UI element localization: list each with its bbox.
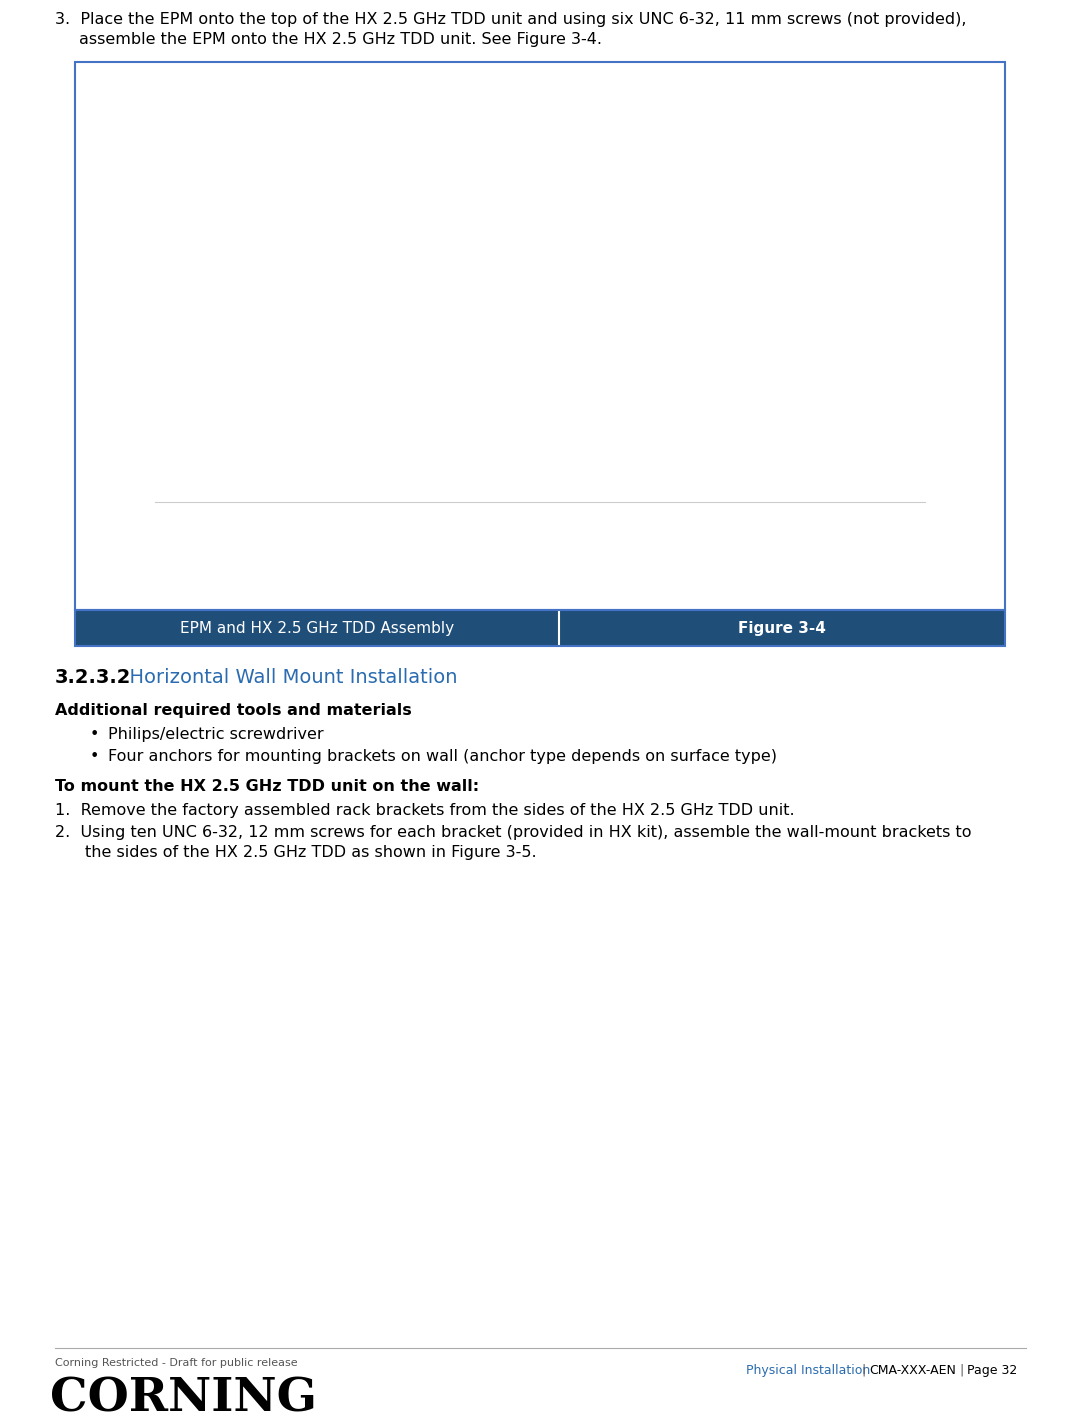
Text: |: | (860, 1365, 865, 1377)
Text: the sides of the HX 2.5 GHz TDD as shown in Figure 3-5.: the sides of the HX 2.5 GHz TDD as shown… (85, 846, 536, 860)
Text: |: | (959, 1365, 963, 1377)
Bar (75, 609, 1005, 646)
Text: CMA-XXX-AEN: CMA-XXX-AEN (869, 1365, 956, 1377)
Text: To mount the HX 2.5 GHz TDD unit on the wall:: To mount the HX 2.5 GHz TDD unit on the … (55, 779, 479, 795)
Bar (75, 609, 1005, 646)
Text: Physical Installation: Physical Installation (746, 1365, 870, 1377)
Text: 3.2.3.2: 3.2.3.2 (55, 667, 132, 687)
Text: 1.  Remove the factory assembled rack brackets from the sides of the HX 2.5 GHz : 1. Remove the factory assembled rack bra… (55, 803, 795, 819)
Bar (75, 62, 1005, 609)
Text: •: • (90, 727, 99, 742)
Text: Four anchors for mounting brackets on wall (anchor type depends on surface type): Four anchors for mounting brackets on wa… (108, 749, 777, 764)
Text: Additional required tools and materials: Additional required tools and materials (55, 703, 412, 718)
Text: EPM and HX 2.5 GHz TDD Assembly: EPM and HX 2.5 GHz TDD Assembly (179, 621, 454, 635)
Text: CORNING: CORNING (50, 1376, 317, 1414)
Text: assemble the EPM onto the HX 2.5 GHz TDD unit. See Figure 3-4.: assemble the EPM onto the HX 2.5 GHz TDD… (79, 33, 602, 47)
Text: 2.  Using ten UNC 6-32, 12 mm screws for each bracket (provided in HX kit), asse: 2. Using ten UNC 6-32, 12 mm screws for … (55, 824, 972, 840)
Text: •: • (90, 749, 99, 764)
Text: Horizontal Wall Mount Installation: Horizontal Wall Mount Installation (117, 667, 457, 687)
Text: Philips/electric screwdriver: Philips/electric screwdriver (108, 727, 323, 742)
Text: Page 32: Page 32 (967, 1365, 1017, 1377)
Text: Figure 3-4: Figure 3-4 (738, 621, 826, 635)
Text: 3.  Place the EPM onto the top of the HX 2.5 GHz TDD unit and using six UNC 6-32: 3. Place the EPM onto the top of the HX … (55, 11, 966, 27)
Text: Corning Restricted - Draft for public release: Corning Restricted - Draft for public re… (55, 1357, 297, 1367)
